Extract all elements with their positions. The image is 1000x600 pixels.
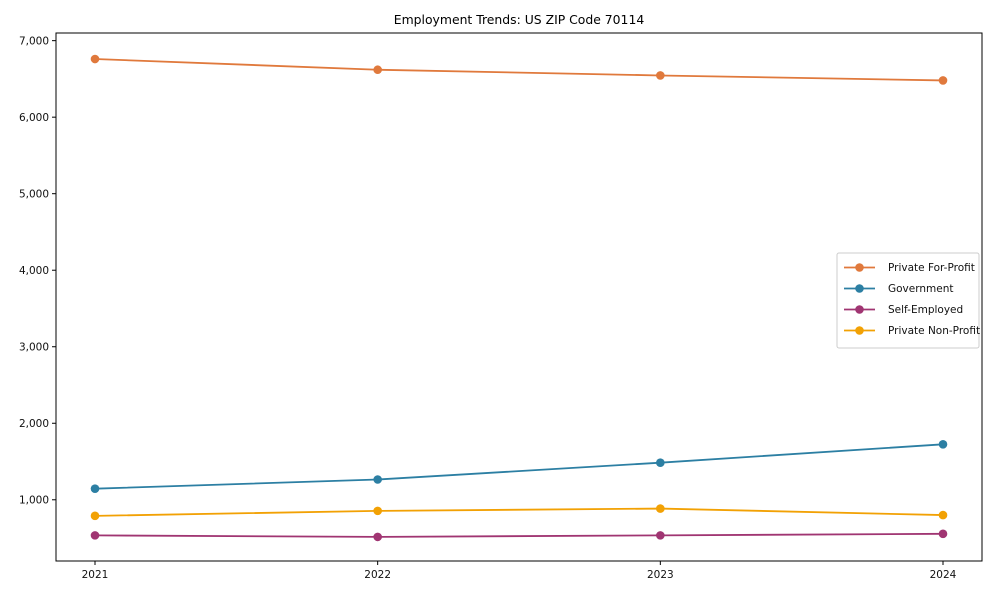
y-axis-tick-label: 6,000 xyxy=(19,112,49,124)
legend-marker xyxy=(855,326,864,335)
legend-marker xyxy=(855,284,864,293)
legend-label: Self-Employed xyxy=(888,304,963,316)
plot-frame xyxy=(55,32,983,562)
series-marker-self-employed xyxy=(373,532,382,542)
series-marker-private-non-profit xyxy=(373,506,382,516)
series-marker-government xyxy=(656,458,665,467)
series-marker-private-for-profit xyxy=(90,54,100,64)
x-axis-tick-label: 2022 xyxy=(364,569,391,581)
series-marker-self-employed xyxy=(90,531,100,540)
series-marker-private-for-profit xyxy=(656,71,665,80)
legend-label: Private For-Profit xyxy=(888,262,975,274)
legend-box xyxy=(836,252,980,349)
series-line-private-for-profit xyxy=(94,58,944,82)
series-marker-private-for-profit xyxy=(938,76,948,85)
x-axis-tick-label: 2024 xyxy=(930,569,957,581)
series-marker-government xyxy=(373,475,382,484)
y-axis-tick-label: 4,000 xyxy=(19,265,49,277)
series-line-government xyxy=(94,443,944,490)
legend-marker xyxy=(855,263,864,272)
series-line-self-employed xyxy=(94,532,944,538)
chart-title: Employment Trends: US ZIP Code 70114 xyxy=(393,12,645,27)
y-axis-tick-label: 2,000 xyxy=(19,418,49,430)
series-marker-private-non-profit xyxy=(90,511,100,521)
series-marker-private-for-profit xyxy=(373,65,382,75)
y-axis-tick-label: 1,000 xyxy=(19,494,49,506)
legend-label: Private Non-Profit xyxy=(888,325,980,337)
x-axis-tick-label: 2023 xyxy=(647,569,674,581)
series-marker-self-employed xyxy=(938,529,948,539)
y-axis-tick-label: 3,000 xyxy=(19,341,49,353)
series-line-private-non-profit xyxy=(94,507,944,517)
legend-marker xyxy=(855,305,864,314)
series-marker-government xyxy=(90,484,100,493)
y-axis-tick-label: 7,000 xyxy=(19,35,49,47)
y-axis-tick-label: 5,000 xyxy=(19,188,49,200)
legend-label: Government xyxy=(888,283,953,295)
series-marker-government xyxy=(938,440,948,449)
series-marker-private-non-profit xyxy=(656,504,665,513)
series-marker-private-non-profit xyxy=(938,510,948,520)
x-axis-tick-label: 2021 xyxy=(82,569,109,581)
series-marker-self-employed xyxy=(656,531,665,540)
